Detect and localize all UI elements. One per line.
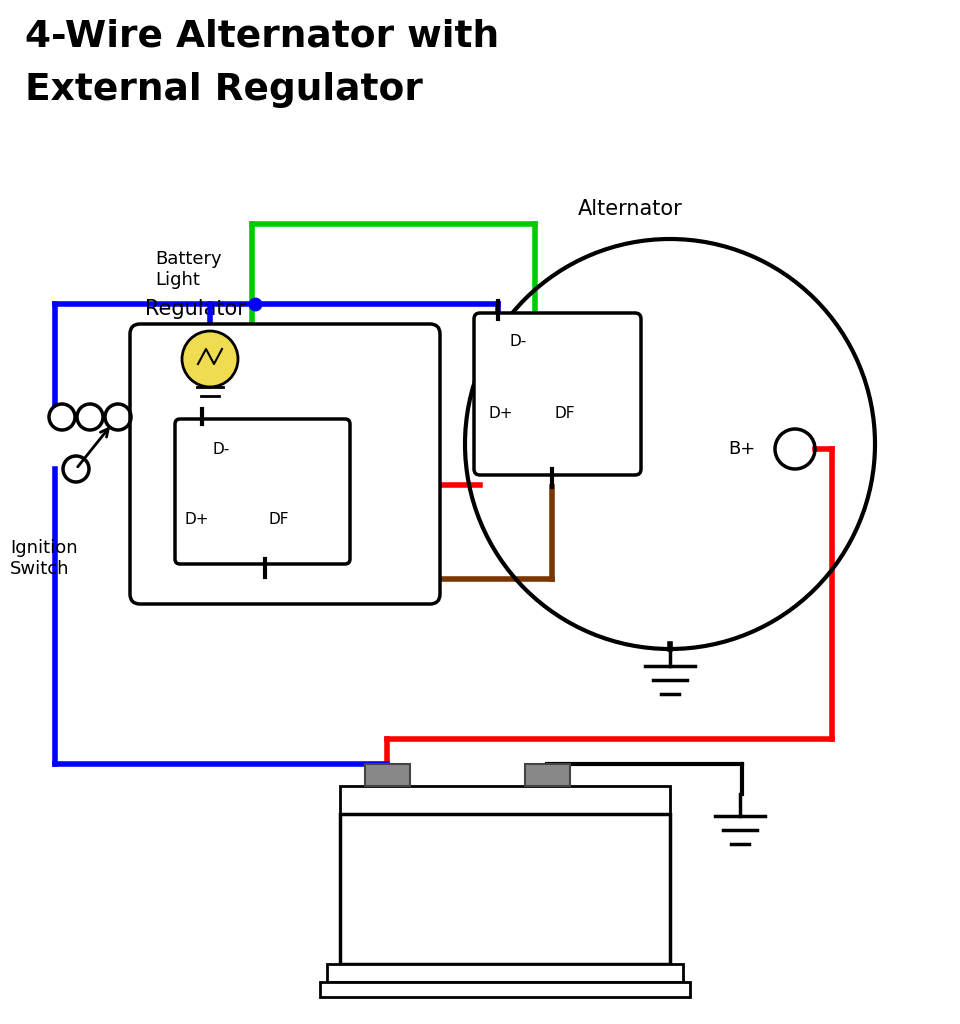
FancyBboxPatch shape (130, 324, 440, 604)
Text: Ignition
Switch: Ignition Switch (10, 539, 78, 578)
Bar (327, 964, 683, 982)
Bar (365, 764, 410, 786)
Bar (320, 982, 690, 997)
Circle shape (182, 331, 238, 387)
Text: Regulator: Regulator (145, 299, 246, 319)
Text: DF: DF (268, 512, 289, 526)
Text: D+: D+ (185, 512, 209, 526)
Text: D-: D- (510, 334, 527, 349)
FancyBboxPatch shape (175, 419, 350, 564)
FancyBboxPatch shape (474, 313, 641, 475)
Text: D-: D- (212, 442, 229, 457)
Text: D+: D+ (488, 407, 513, 422)
Text: Battery
Light: Battery Light (155, 250, 222, 289)
Text: +: + (382, 790, 398, 809)
Bar (340, 786, 670, 814)
Text: 12V: 12V (472, 874, 538, 903)
Text: 4-Wire Alternator with: 4-Wire Alternator with (25, 19, 499, 55)
Text: Alternator: Alternator (578, 199, 683, 219)
Text: DF: DF (555, 407, 575, 422)
Text: -: - (546, 790, 554, 809)
Text: External Regulator: External Regulator (25, 72, 422, 108)
Text: B+: B+ (728, 440, 755, 458)
Bar (340, 814, 670, 964)
Bar (525, 764, 570, 786)
